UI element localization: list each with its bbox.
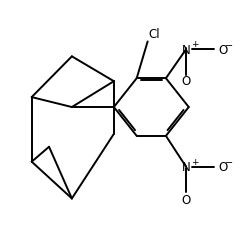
Text: O: O [181,194,191,207]
Text: N: N [182,160,190,173]
Text: O: O [181,75,191,88]
Text: +: + [191,157,199,166]
Text: N: N [182,44,190,57]
Text: −: − [225,41,233,51]
Text: Cl: Cl [149,28,160,41]
Text: +: + [191,40,199,49]
Text: O: O [219,160,228,173]
Text: −: − [225,158,233,167]
Text: O: O [219,44,228,57]
